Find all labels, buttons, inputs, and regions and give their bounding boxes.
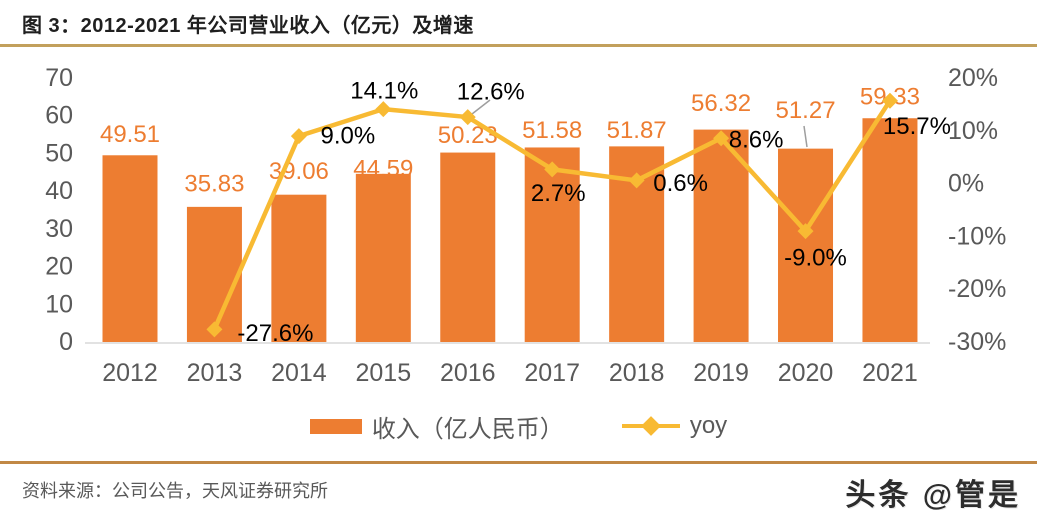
yoy-marker: [881, 92, 898, 109]
x-axis-label: 2021: [862, 359, 918, 387]
yoy-marker: [713, 130, 730, 147]
yoy-value-label: 15.7%: [883, 113, 951, 140]
title-divider-line: [0, 44, 1037, 47]
revenue-bar-2021: [862, 118, 918, 342]
legend-label-yoy: yoy: [689, 412, 728, 439]
bar-value-label: 51.87: [607, 117, 667, 144]
yoy-value-label: -27.6%: [237, 320, 313, 347]
yoy-marker: [797, 223, 814, 240]
yoy-marker: [206, 321, 223, 338]
left-axis-tick: 50: [45, 139, 73, 167]
revenue-bar-2020: [778, 148, 834, 342]
page-title: 图 3：2012-2021 年公司营业收入（亿元）及增速: [22, 15, 474, 37]
footer-divider-line: [0, 461, 1037, 464]
right-axis-tick: -20%: [948, 275, 1006, 303]
x-axis-label: 2019: [693, 359, 749, 387]
left-axis-tick: 60: [45, 102, 73, 130]
left-axis-tick: 30: [45, 215, 73, 243]
chart-svg: 70 60 50 40 30 20 10 0 20% 10% 0% -10% -20% -30% 49.51…: [45, 64, 1006, 387]
left-axis-tick: 10: [45, 290, 73, 318]
bar-value-label: 56.32: [691, 90, 751, 117]
label-leader-line: [471, 99, 491, 115]
x-axis-label: 2015: [356, 359, 412, 387]
right-axis-tick: -10%: [948, 222, 1006, 250]
yoy-diamond-marker-icon: [640, 416, 661, 436]
revenue-bar-2016: [440, 152, 496, 342]
x-axis-label: 2017: [524, 359, 580, 387]
left-axis-tick: 40: [45, 177, 73, 205]
legend-item-revenue: 收入（亿人民币）: [309, 409, 564, 444]
left-axis-tick: 70: [45, 64, 73, 92]
revenue-bar-swatch-icon: [309, 418, 362, 434]
bar-value-label: 44.59: [353, 155, 413, 182]
yoy-value-label: 14.1%: [350, 78, 418, 105]
bar-value-label: 35.83: [184, 170, 244, 197]
yoy-line-swatch-icon: [621, 416, 680, 436]
left-axis-tick: 20: [45, 253, 73, 281]
label-leader-line: [803, 125, 808, 148]
legend-item-yoy: yoy: [621, 412, 728, 440]
watermark-text: 头条 @管是: [845, 479, 1021, 510]
revenue-bar-2014: [271, 194, 327, 342]
bar-value-label: 51.27: [775, 97, 835, 124]
yoy-marker: [628, 172, 645, 189]
yoy-value-label: -9.0%: [784, 245, 847, 272]
left-axis-tick: 0: [59, 328, 73, 356]
revenue-bar-2015: [355, 173, 411, 342]
right-axis-tick: 10%: [948, 117, 998, 145]
yoy-marker: [544, 161, 561, 178]
yoy-marker: [290, 128, 307, 145]
bar-value-label: 49.51: [100, 121, 160, 148]
yoy-marker: [375, 101, 392, 118]
x-axis-label: 2020: [778, 359, 834, 387]
yoy-value-label: 12.6%: [457, 79, 525, 106]
revenue-bar-2019: [693, 129, 749, 342]
bar-value-label: 50.23: [438, 122, 498, 149]
yoy-marker: [459, 109, 476, 126]
chart-area: 70 60 50 40 30 20 10 0 20% 10% 0% -10% -20% -30% 49.51…: [45, 64, 1006, 387]
x-axis-label: 2018: [609, 359, 665, 387]
yoy-value-label: 0.6%: [653, 170, 708, 197]
yoy-value-label: 9.0%: [321, 123, 376, 150]
x-axis-label: 2013: [187, 359, 243, 387]
yoy-value-label: 8.6%: [729, 127, 784, 154]
bar-value-label: 51.58: [522, 117, 582, 144]
right-axis-tick: 20%: [948, 64, 998, 92]
right-axis-tick: -30%: [948, 328, 1006, 356]
yoy-value-label: 2.7%: [531, 180, 586, 207]
x-axis-label: 2012: [102, 359, 158, 387]
revenue-bar-2012: [102, 155, 158, 342]
revenue-bar-2017: [524, 147, 580, 342]
x-axis-label: 2016: [440, 359, 496, 387]
legend-label-revenue: 收入（亿人民币）: [371, 415, 564, 443]
x-axis-label: 2014: [271, 359, 327, 387]
right-axis-tick: 0%: [948, 170, 984, 198]
revenue-bar-2013: [186, 206, 242, 342]
chart-legend: 收入（亿人民币） yoy: [0, 409, 1037, 444]
source-note: 资料来源：公司公告，天风证券研究所: [22, 481, 328, 501]
